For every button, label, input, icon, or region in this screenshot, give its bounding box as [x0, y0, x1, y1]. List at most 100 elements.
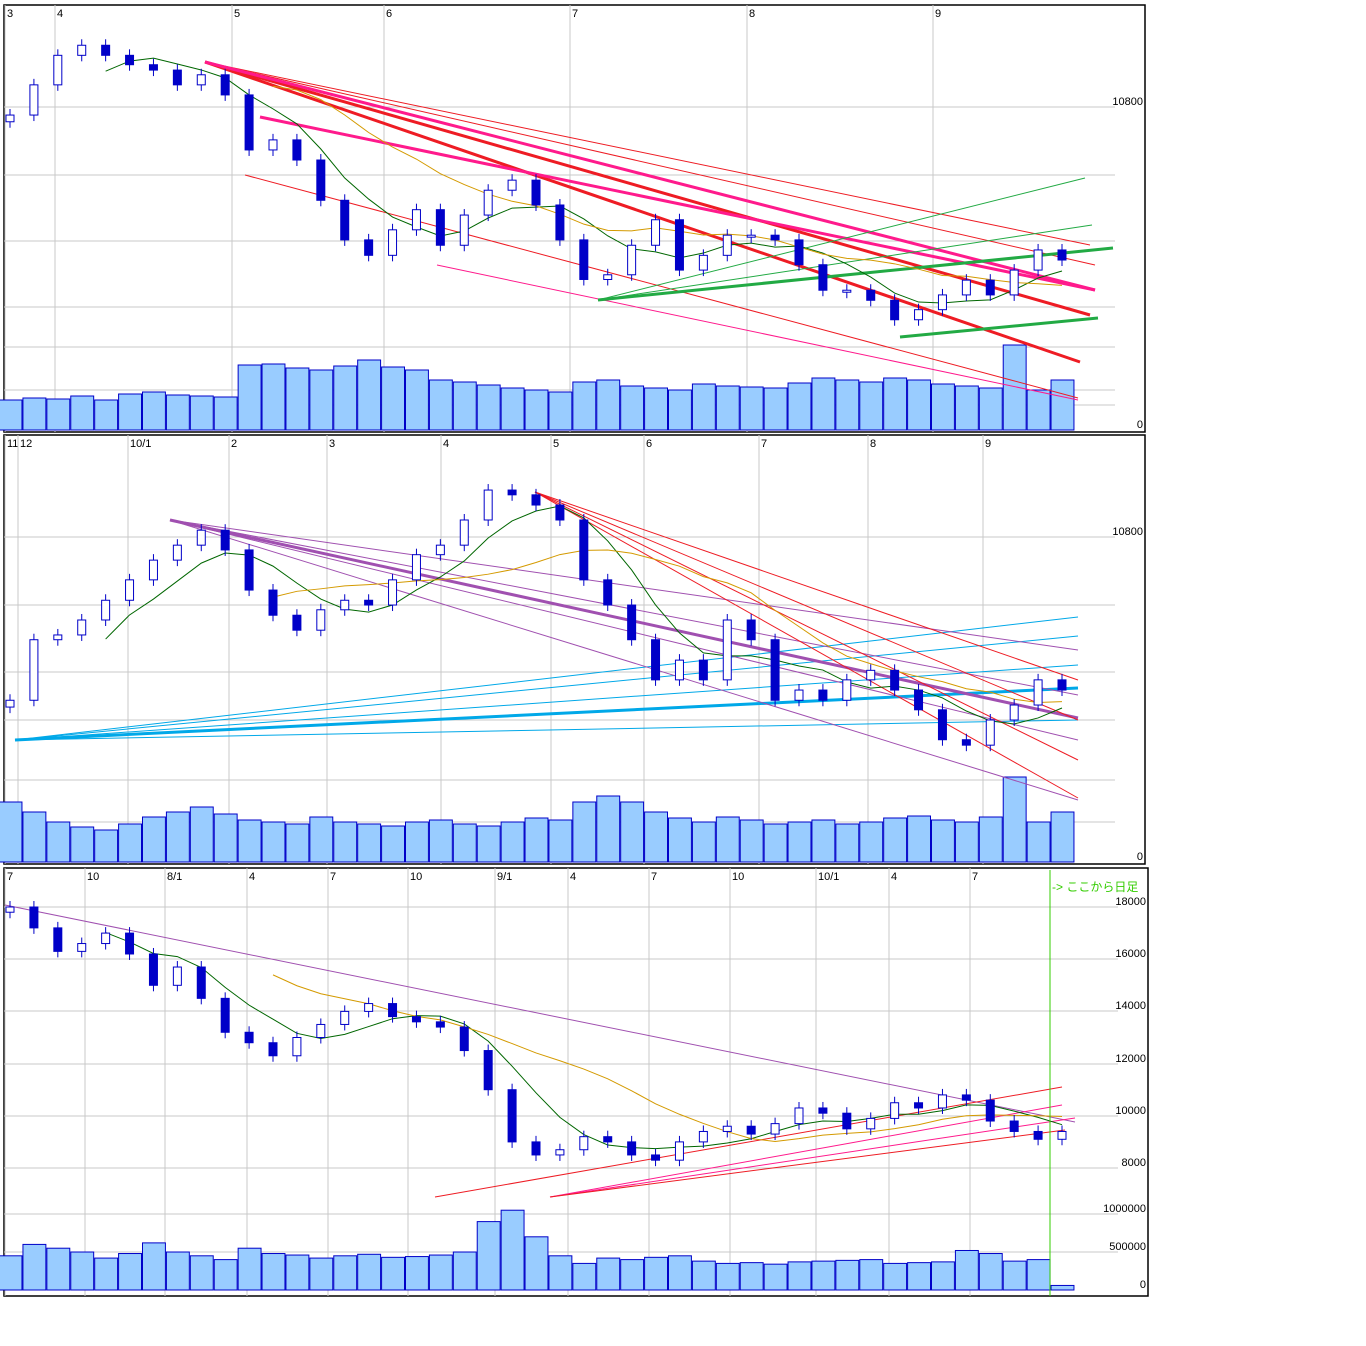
- volume-bar: [835, 823, 860, 863]
- candle-body: [364, 599, 374, 606]
- candle: [340, 594, 350, 616]
- volume-bar: [405, 821, 429, 863]
- volume-bar: [787, 821, 812, 863]
- candle: [196, 68, 206, 91]
- candle: [603, 573, 613, 612]
- candle-body: [914, 689, 924, 711]
- trend-line: [549, 1117, 1076, 1198]
- trend-line: [436, 264, 1079, 401]
- candle: [5, 109, 15, 128]
- candle-body: [842, 1112, 852, 1130]
- candle: [890, 294, 900, 326]
- candle-body: [961, 1094, 971, 1101]
- candle: [435, 1015, 445, 1034]
- volume-bar: [165, 394, 190, 431]
- candle: [794, 684, 804, 707]
- x-tick-label: 4: [891, 871, 897, 883]
- trend-line: [549, 1129, 1066, 1198]
- x-tick-label: 3: [329, 438, 335, 450]
- candle: [101, 927, 111, 950]
- volume-bar: [1050, 811, 1075, 863]
- candle: [148, 554, 158, 586]
- candle: [340, 194, 350, 246]
- x-tick-label: 10: [87, 871, 99, 883]
- volume-bar: [1026, 821, 1051, 863]
- candle-body: [196, 74, 206, 86]
- candle: [651, 213, 661, 252]
- candle: [507, 174, 517, 197]
- candle: [698, 654, 708, 686]
- volume-bar: [46, 821, 71, 863]
- candle-body: [698, 659, 708, 681]
- trend-line: [534, 491, 1079, 799]
- candle-body: [292, 614, 302, 631]
- candle: [459, 513, 469, 552]
- candle: [77, 613, 87, 641]
- x-tick-label: 6: [646, 438, 652, 450]
- candle: [507, 484, 517, 501]
- candle-body: [531, 494, 541, 506]
- candle-body: [674, 219, 684, 271]
- candle-body: [985, 719, 995, 746]
- candle-body: [627, 604, 637, 641]
- candle: [746, 613, 756, 646]
- x-tick-label: 2: [231, 438, 237, 450]
- candle-body: [603, 579, 613, 606]
- candle-body: [698, 1130, 708, 1143]
- volume-bar: [811, 819, 836, 863]
- volume-bar: [46, 1247, 71, 1291]
- volume-bar: [309, 1257, 334, 1291]
- candle-body: [411, 209, 421, 231]
- volume-bar: [94, 1257, 119, 1291]
- volume-bar: [333, 1255, 358, 1291]
- trend-line: [244, 174, 1079, 399]
- y-tick-label: 16000: [1115, 948, 1146, 960]
- volume-tick-label: 1000000: [1103, 1203, 1146, 1215]
- volume-bar: [381, 825, 406, 863]
- candle-body: [1057, 679, 1067, 691]
- candle: [651, 633, 661, 686]
- moving-average-line: [105, 57, 1063, 304]
- volume-bar: [94, 399, 119, 431]
- candle: [603, 268, 613, 286]
- candle: [268, 584, 278, 622]
- volume-bar: [428, 379, 453, 431]
- trend-line: [204, 61, 1091, 246]
- volume-bar: [213, 813, 238, 863]
- volume-bar: [978, 1253, 1003, 1291]
- volume-bar: [1002, 776, 1027, 863]
- x-tick-label: 7: [651, 871, 657, 883]
- volume-bar: [739, 1262, 764, 1291]
- volume-bar: [835, 379, 860, 431]
- candle-body: [722, 234, 732, 256]
- candle: [292, 133, 302, 167]
- candle: [890, 664, 900, 697]
- volume-bar: [763, 1263, 788, 1291]
- candle: [292, 609, 302, 637]
- trend-line: [4, 904, 1076, 1123]
- candle: [101, 39, 111, 62]
- candle: [985, 1094, 995, 1128]
- candle-body: [770, 1123, 780, 1135]
- candle: [890, 1096, 900, 1125]
- trend-line: [204, 61, 1096, 266]
- candle: [459, 1021, 469, 1057]
- candle: [914, 684, 924, 716]
- candle: [316, 1018, 326, 1044]
- candle-body: [316, 159, 326, 201]
- volume-bar: [165, 1251, 190, 1291]
- volume-bar: [142, 816, 166, 863]
- volume-bar: [620, 801, 645, 863]
- candle-body: [579, 239, 589, 280]
- candle: [937, 703, 947, 746]
- candle-body: [555, 504, 565, 521]
- candle: [818, 258, 828, 297]
- candle: [937, 1088, 947, 1114]
- candle-body: [818, 1107, 828, 1114]
- volume-bar: [213, 1259, 238, 1291]
- candle: [770, 1117, 780, 1141]
- volume-bar: [954, 821, 979, 863]
- candle: [1033, 1125, 1043, 1146]
- volume-bar: [452, 1251, 477, 1291]
